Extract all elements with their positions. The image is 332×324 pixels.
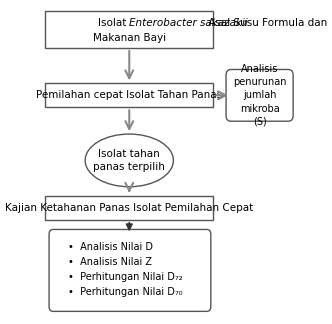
- Text: Kajian Ketahanan Panas Isolat Pemilahan Cepat: Kajian Ketahanan Panas Isolat Pemilahan …: [5, 203, 253, 213]
- Text: Asal Susu Formula dan: Asal Susu Formula dan: [205, 18, 327, 28]
- Text: Isolat tahan
panas terpilih: Isolat tahan panas terpilih: [93, 149, 165, 172]
- Text: Isolat: Isolat: [98, 18, 129, 28]
- Text: Pemilahan cepat Isolat Tahan Panas: Pemilahan cepat Isolat Tahan Panas: [36, 90, 222, 100]
- FancyBboxPatch shape: [226, 69, 293, 121]
- Text: •  Perhitungan Nilai D₇₂: • Perhitungan Nilai D₇₂: [68, 272, 182, 282]
- FancyBboxPatch shape: [45, 11, 213, 48]
- FancyBboxPatch shape: [45, 83, 213, 107]
- Text: •  Analisis Nilai Z: • Analisis Nilai Z: [68, 257, 152, 267]
- FancyBboxPatch shape: [49, 229, 211, 311]
- FancyBboxPatch shape: [45, 196, 213, 220]
- Text: •  Analisis Nilai D: • Analisis Nilai D: [68, 242, 153, 252]
- Text: •  Perhitungan Nilai D₇₀: • Perhitungan Nilai D₇₀: [68, 287, 182, 297]
- Ellipse shape: [85, 134, 173, 187]
- Text: Analisis
penurunan
jumlah
mikroba
(S): Analisis penurunan jumlah mikroba (S): [233, 64, 286, 127]
- Text: Makanan Bayi: Makanan Bayi: [93, 33, 166, 43]
- Text: Enterobacter sakazakii: Enterobacter sakazakii: [129, 18, 248, 28]
